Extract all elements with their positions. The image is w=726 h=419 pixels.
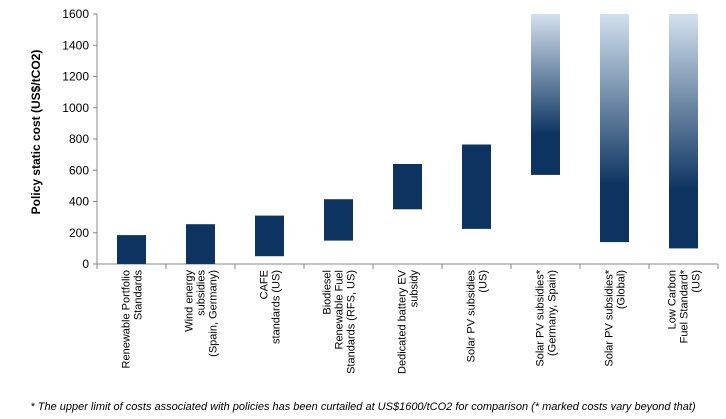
- bar-low-carbon-fuel-standard-us: [669, 14, 698, 249]
- category-label: Dedicated battery EV subsidy: [397, 269, 421, 374]
- y-tick-label: 1200: [62, 70, 89, 84]
- bar-biodiesel-renewable-fuel-standards-rfs-us: [324, 199, 353, 241]
- category-label-line: Standards: [133, 270, 145, 321]
- bar-solar-pv-subsidies-global: [600, 14, 629, 243]
- category-label: Solar PV subsidies (US): [466, 270, 490, 363]
- category-label-line: Solar PV subsidies: [466, 270, 478, 363]
- category-label-line: Biodiesel: [322, 270, 334, 315]
- category-label: CAFE standards (US): [259, 270, 283, 344]
- chart: 0 200 400 600 800 1000 1200 1400 1600 Renewable …: [29, 7, 719, 374]
- category-label-line: standards (US): [271, 270, 283, 344]
- category-label-line: (Spain, Germany): [208, 270, 220, 357]
- bar-solar-pv-subsidies-germany-spain: [531, 14, 560, 175]
- category-label: Solar PV subsidies* (Global): [604, 269, 628, 366]
- category-label-line: (US): [691, 270, 703, 293]
- category-label-line: Solar PV subsidies*: [535, 269, 547, 366]
- y-tick-label: 600: [69, 163, 89, 177]
- category-label-line: (Global): [616, 270, 628, 309]
- y-tick-label: 800: [69, 132, 89, 146]
- category-label-line: subsidies: [196, 270, 208, 316]
- category-label: Biodiesel Renewable Fuel Standards (RFS, U…: [322, 270, 358, 374]
- category-label-line: Fuel Standard*: [679, 269, 691, 343]
- category-label-line: Solar PV subsidies*: [604, 269, 616, 366]
- category-label-line: Renewable Portfolio: [121, 270, 133, 368]
- y-tick-label: 1400: [62, 38, 89, 52]
- category-label: Low Carbon Fuel Standard* (US): [667, 269, 703, 343]
- y-axis-label: Policy static cost (US$/tCO2): [29, 50, 43, 215]
- footnote: * The upper limit of costs associated wi…: [30, 401, 696, 413]
- category-label-line: Low Carbon: [667, 270, 679, 329]
- bars: [117, 14, 698, 264]
- category-label-line: Standards (RFS, US): [346, 270, 358, 374]
- y-tick-label: 1600: [62, 7, 89, 21]
- category-label-line: CAFE: [259, 270, 271, 299]
- bar-solar-pv-subsidies-us: [462, 144, 491, 229]
- category-label: Wind energy subsidies (Spain, Germany): [184, 270, 220, 357]
- category-label-line: Renewable Fuel: [334, 270, 346, 350]
- category-label-line: Dedicated battery EV: [397, 269, 409, 374]
- bar-renewable-portfolio-standards: [117, 235, 146, 264]
- bar-cafe-standards-us: [255, 215, 284, 257]
- category-label-line: (US): [478, 270, 490, 293]
- bar-wind-energy-subsidies-spain-germany: [186, 224, 215, 264]
- category-labels: Renewable Portfolio Standards Wind energy s…: [121, 269, 703, 374]
- category-label-line: (Germany, Spain): [547, 270, 559, 356]
- bar-dedicated-battery-ev-subsidy: [393, 164, 422, 210]
- category-label: Renewable Portfolio Standards: [121, 270, 145, 369]
- axes: 0 200 400 600 800 1000 1200 1400 1600: [62, 7, 719, 271]
- y-tick-label: 400: [69, 195, 89, 209]
- category-label-line: subsidy: [409, 270, 421, 308]
- category-label-line: Wind energy: [184, 270, 196, 332]
- category-label: Solar PV subsidies* (Germany, Spain): [535, 269, 559, 366]
- y-tick-label: 0: [82, 257, 89, 271]
- y-tick-label: 200: [69, 226, 89, 240]
- y-tick-label: 1000: [62, 101, 89, 115]
